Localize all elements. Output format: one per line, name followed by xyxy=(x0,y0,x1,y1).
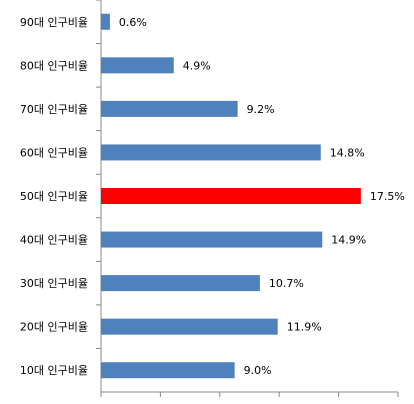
y-tick-label: 80대 인구비율 xyxy=(20,59,88,72)
bar xyxy=(101,318,278,335)
y-tick-label: 20대 인구비율 xyxy=(20,321,88,334)
bar xyxy=(101,231,323,248)
bar xyxy=(101,275,260,292)
value-label: 10.7% xyxy=(269,277,304,290)
bar xyxy=(101,362,235,379)
value-label: 4.9% xyxy=(183,59,211,72)
value-label: 14.8% xyxy=(330,146,365,159)
y-tick-label: 60대 인구비율 xyxy=(20,146,88,159)
value-label: 0.6% xyxy=(119,16,147,29)
y-tick-label: 30대 인구비율 xyxy=(20,277,88,290)
y-tick-label: 70대 인구비율 xyxy=(20,103,88,116)
value-label: 17.5% xyxy=(370,190,405,203)
value-label: 9.2% xyxy=(247,103,275,116)
bar xyxy=(101,57,174,74)
y-tick-label: 50대 인구비율 xyxy=(20,190,88,203)
y-tick-label: 40대 인구비율 xyxy=(20,234,88,247)
bar xyxy=(101,13,110,30)
bar xyxy=(101,188,361,204)
value-label: 9.0% xyxy=(244,364,272,377)
y-tick-label: 90대 인구비율 xyxy=(20,16,88,29)
y-tick-label: 10대 인구비율 xyxy=(20,364,88,377)
value-label: 14.9% xyxy=(331,234,366,247)
bar xyxy=(101,144,321,161)
bar xyxy=(101,100,238,117)
value-label: 11.9% xyxy=(287,321,322,334)
